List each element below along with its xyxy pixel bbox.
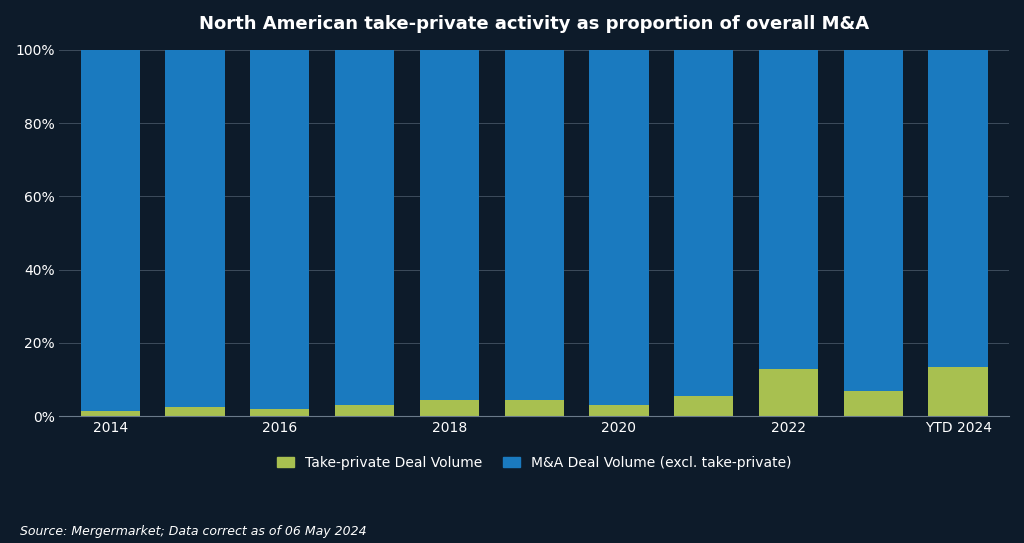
Bar [505, 50, 564, 400]
Text: Source: Mergermarket; Data correct as of 06 May 2024: Source: Mergermarket; Data correct as of… [20, 525, 368, 538]
Bar [674, 396, 733, 416]
Bar [165, 407, 224, 416]
Bar [674, 50, 733, 396]
Bar [81, 50, 140, 411]
Bar [505, 400, 564, 416]
Bar [844, 50, 903, 390]
Bar [81, 411, 140, 416]
Bar [759, 50, 818, 369]
Bar [335, 50, 394, 405]
Bar [250, 409, 309, 416]
Bar [589, 50, 648, 405]
Bar [844, 390, 903, 416]
Bar [250, 50, 309, 409]
Bar [589, 405, 648, 416]
Bar [929, 50, 988, 367]
Title: North American take-private activity as proportion of overall M&A: North American take-private activity as … [199, 15, 869, 33]
Bar [165, 50, 224, 407]
Bar [335, 405, 394, 416]
Legend: Take-private Deal Volume, M&A Deal Volume (excl. take-private): Take-private Deal Volume, M&A Deal Volum… [271, 450, 797, 475]
Bar [759, 369, 818, 416]
Bar [929, 367, 988, 416]
Bar [420, 400, 479, 416]
Bar [420, 50, 479, 400]
